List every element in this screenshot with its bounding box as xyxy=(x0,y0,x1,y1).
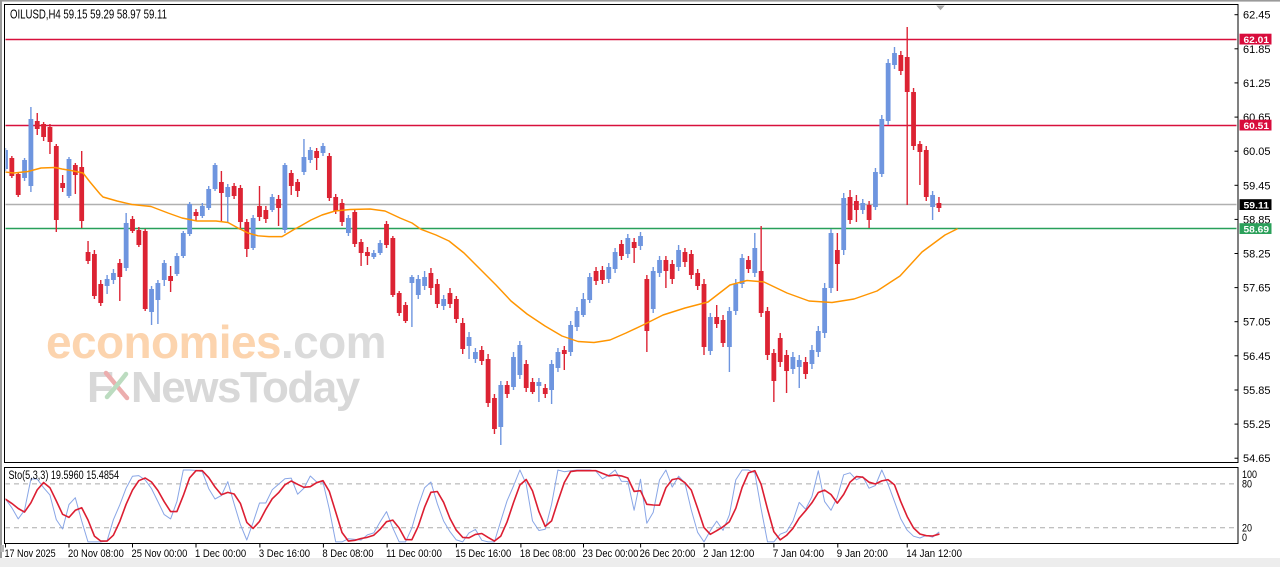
svg-text:57.65: 57.65 xyxy=(1243,283,1271,295)
svg-text:NewsToday: NewsToday xyxy=(131,363,361,412)
svg-text:1 Dec 00:00: 1 Dec 00:00 xyxy=(195,548,246,560)
svg-text:20 Nov 08:00: 20 Nov 08:00 xyxy=(68,548,124,560)
svg-text:56.45: 56.45 xyxy=(1243,351,1271,363)
svg-text:0: 0 xyxy=(1242,532,1247,544)
svg-text:58.69: 58.69 xyxy=(1244,224,1270,235)
svg-text:7 Jan 04:00: 7 Jan 04:00 xyxy=(773,548,824,560)
svg-text:8 Dec 08:00: 8 Dec 08:00 xyxy=(322,548,373,560)
svg-text:55.25: 55.25 xyxy=(1243,419,1271,431)
svg-text:100: 100 xyxy=(1242,469,1257,481)
svg-text:20: 20 xyxy=(1242,522,1252,534)
svg-text:15 Dec 16:00: 15 Dec 16:00 xyxy=(455,548,511,560)
svg-text:59.45: 59.45 xyxy=(1243,180,1271,192)
svg-text:26 Dec 20:00: 26 Dec 20:00 xyxy=(640,548,696,560)
svg-text:economies.com: economies.com xyxy=(46,316,386,368)
svg-text:58.25: 58.25 xyxy=(1243,249,1271,261)
svg-text:62.01: 62.01 xyxy=(1244,35,1270,46)
svg-text:3 Dec 16:00: 3 Dec 16:00 xyxy=(259,548,310,560)
svg-text:OILUSD,H4 59.15 59.29 58.97 5: OILUSD,H4 59.15 59.29 58.97 59.11 xyxy=(10,7,167,22)
svg-text:25 Nov 00:00: 25 Nov 00:00 xyxy=(132,548,188,560)
svg-text:18 Dec 08:00: 18 Dec 08:00 xyxy=(520,548,576,560)
svg-text:9 Jan 20:00: 9 Jan 20:00 xyxy=(837,548,888,560)
svg-text:14 Jan 12:00: 14 Jan 12:00 xyxy=(906,548,962,560)
svg-text:57.05: 57.05 xyxy=(1243,317,1271,329)
svg-text:54.65: 54.65 xyxy=(1243,453,1271,465)
svg-text:61.25: 61.25 xyxy=(1243,78,1271,90)
svg-text:23 Dec 00:00: 23 Dec 00:00 xyxy=(583,548,639,560)
svg-text:Sto(5,3,3) 19.5960 15.4854: Sto(5,3,3) 19.5960 15.4854 xyxy=(9,470,120,482)
svg-text:F: F xyxy=(87,363,113,412)
svg-text:80: 80 xyxy=(1242,479,1252,491)
svg-text:61.85: 61.85 xyxy=(1243,44,1271,56)
svg-text:55.85: 55.85 xyxy=(1243,385,1271,397)
svg-text:62.45: 62.45 xyxy=(1243,10,1271,22)
svg-text:60.05: 60.05 xyxy=(1243,146,1271,158)
svg-text:59.11: 59.11 xyxy=(1244,200,1270,211)
svg-text:60.51: 60.51 xyxy=(1244,121,1270,132)
svg-text:17 Nov 2025: 17 Nov 2025 xyxy=(5,548,56,560)
svg-text:2 Jan 12:00: 2 Jan 12:00 xyxy=(703,548,754,560)
svg-text:11 Dec 00:00: 11 Dec 00:00 xyxy=(386,548,442,560)
